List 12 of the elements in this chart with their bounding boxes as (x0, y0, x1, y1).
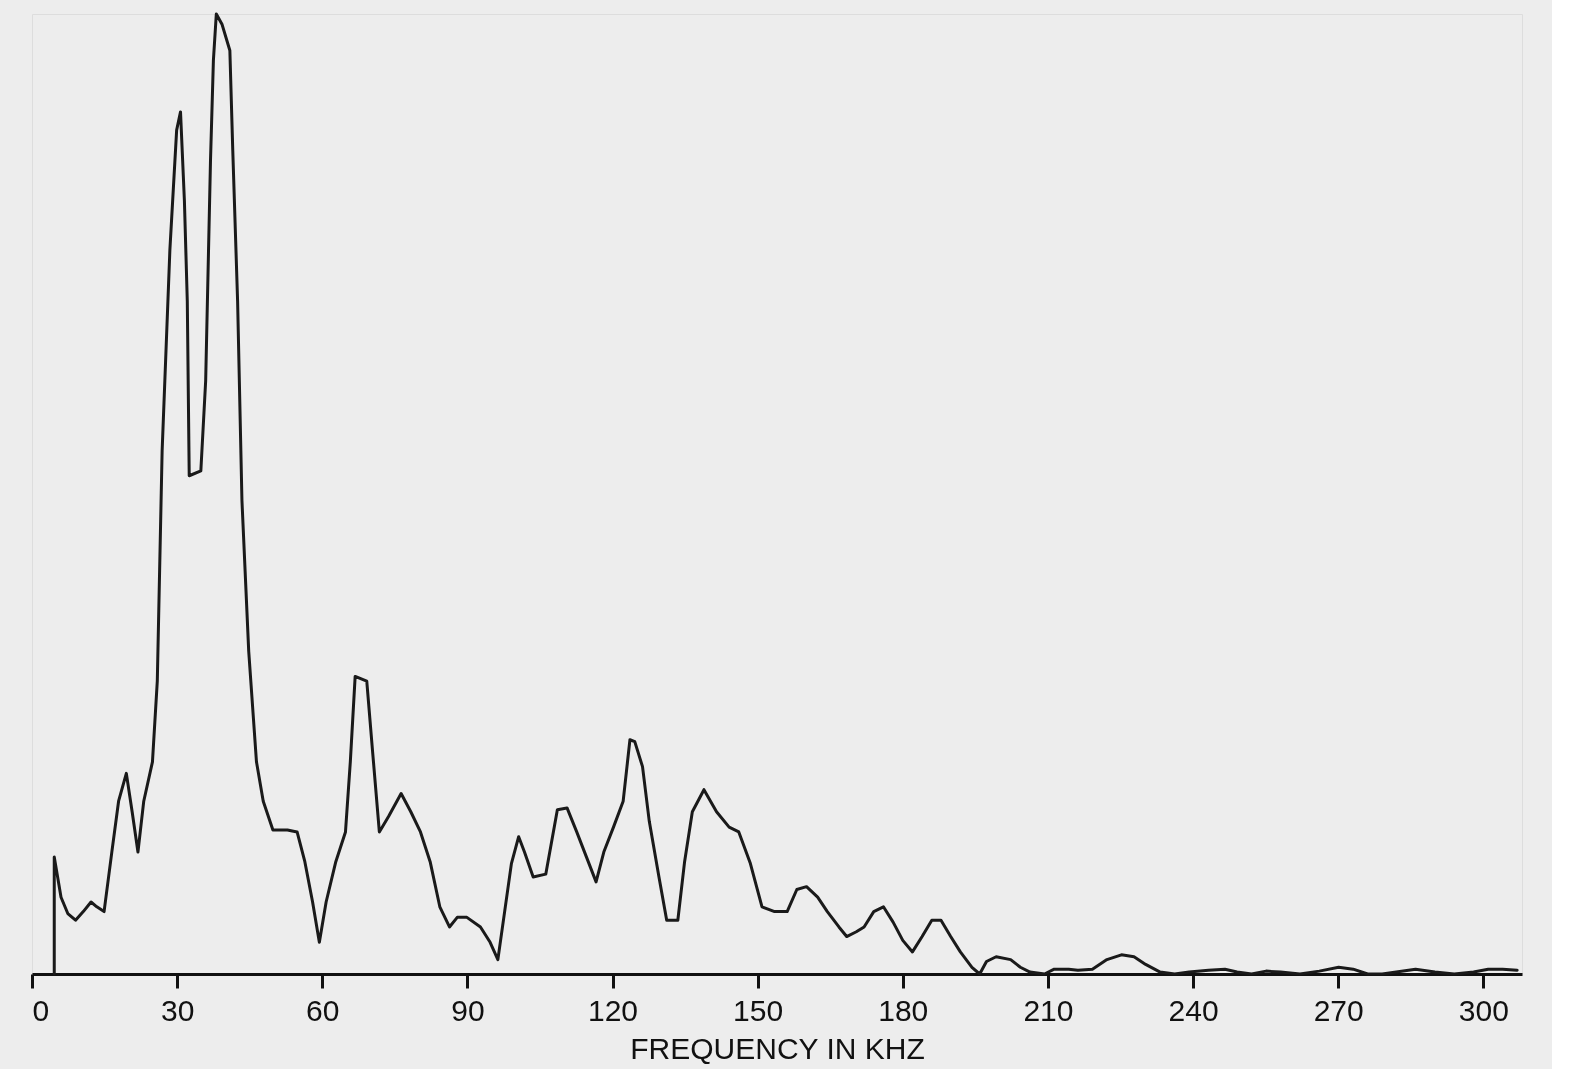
x-tick-label: 210 (1023, 993, 1074, 1027)
x-tick-label: 30 (160, 993, 195, 1027)
x-tick-label: 60 (306, 993, 340, 1027)
x-tick-label: 270 (1313, 993, 1364, 1027)
x-tick-label: 240 (1168, 993, 1219, 1027)
x-tick-label: 120 (587, 993, 639, 1027)
x-tick-label: 90 (451, 993, 485, 1027)
x-axis-title: FREQUENCY IN KHZ (630, 1031, 925, 1065)
x-tick-label: 180 (878, 993, 929, 1027)
x-tick-label: 300 (1458, 993, 1509, 1027)
x-tick-label: 0 (32, 993, 50, 1027)
x-tick-label: 150 (733, 993, 784, 1027)
